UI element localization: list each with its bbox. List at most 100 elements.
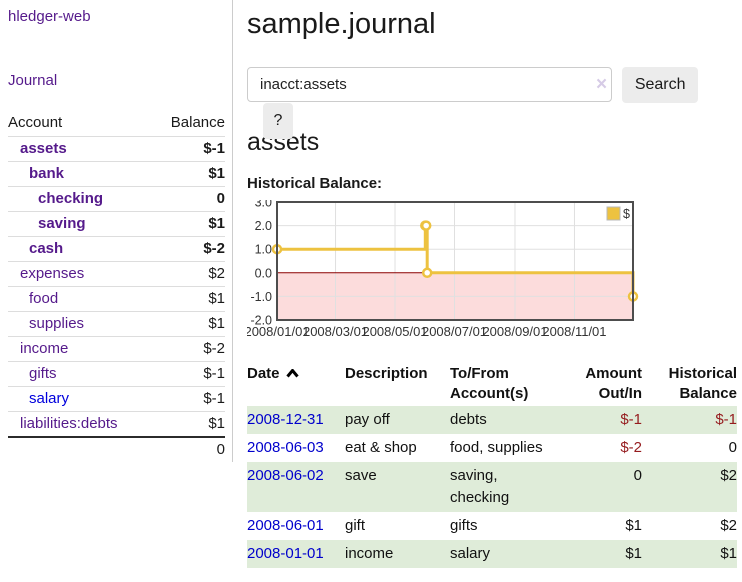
svg-text:2008/11/01: 2008/11/01 bbox=[542, 324, 606, 339]
transaction-date-link[interactable]: 2008-06-01 bbox=[247, 517, 324, 534]
sidebar-item-journal[interactable]: Journal bbox=[8, 72, 58, 89]
transaction-balance: $2 bbox=[642, 462, 737, 512]
transaction-amount: $-2 bbox=[620, 439, 642, 456]
svg-text:2008/01/01: 2008/01/01 bbox=[247, 324, 310, 339]
transaction-amount: 0 bbox=[562, 462, 642, 512]
account-balance: 0 bbox=[153, 186, 225, 212]
help-button[interactable]: ? bbox=[263, 103, 293, 139]
header-balance-line2: Balance bbox=[679, 385, 737, 402]
legend-swatch bbox=[606, 206, 621, 221]
transaction-amount: $1 bbox=[562, 540, 642, 568]
header-description-label: Description bbox=[345, 365, 428, 382]
transaction-accounts: gifts bbox=[450, 517, 478, 534]
svg-text:2008/03/01: 2008/03/01 bbox=[303, 324, 368, 339]
accounts-table: Account Balance assets $-1 bank $1 check… bbox=[8, 110, 225, 462]
account-link-salary[interactable]: salary bbox=[29, 390, 70, 407]
svg-text:2008/07/01: 2008/07/01 bbox=[422, 324, 487, 339]
account-row: supplies $1 bbox=[8, 311, 225, 337]
chart-title: Historical Balance: bbox=[247, 175, 383, 192]
account-page-title: assets bbox=[247, 128, 320, 156]
accounts-total-value: 0 bbox=[153, 436, 225, 462]
account-row: saving $1 bbox=[8, 211, 225, 237]
accounts-header-balance: Balance bbox=[170, 114, 225, 131]
svg-text:2008/09/01: 2008/09/01 bbox=[482, 324, 547, 339]
account-link-checking[interactable]: checking bbox=[38, 190, 104, 207]
chart-legend: $ bbox=[606, 206, 630, 221]
transaction-description: eat & shop bbox=[345, 439, 417, 456]
register-row: 2008-06-02 save saving, checking 0 $2 bbox=[247, 462, 737, 512]
svg-text:-1.0: -1.0 bbox=[250, 290, 272, 304]
register-table: Date Description To/From Account(s) Amoun… bbox=[247, 362, 737, 568]
account-row: food $1 bbox=[8, 286, 225, 312]
transaction-amount: $-1 bbox=[562, 406, 642, 434]
account-link-bank[interactable]: bank bbox=[29, 165, 65, 182]
register-header-description: Description bbox=[345, 362, 450, 406]
transaction-accounts: salary bbox=[450, 540, 562, 568]
transaction-date-link[interactable]: 2008-06-02 bbox=[247, 467, 324, 484]
account-link-expenses[interactable]: expenses bbox=[20, 265, 85, 282]
svg-text:2.0: 2.0 bbox=[255, 219, 272, 233]
main-content: sample.journal × Search ? assets Histori… bbox=[247, 0, 740, 568]
header-amount-line2: Out/In bbox=[598, 385, 642, 402]
legend-label: $ bbox=[623, 207, 630, 221]
header-accounts-line1: To/From bbox=[450, 365, 509, 382]
account-link-liabilities-debts[interactable]: liabilities:debts bbox=[20, 415, 118, 432]
historical-balance-chart: 3.0 2.0 1.0 0.0 -1.0 -2.0 2008/01/01 2008/03/0… bbox=[247, 200, 657, 344]
chart-y-axis-labels: 3.0 2.0 1.0 0.0 -1.0 -2.0 bbox=[250, 200, 272, 328]
balance-chart-svg: 3.0 2.0 1.0 0.0 -1.0 -2.0 2008/01/012008/03/0… bbox=[247, 200, 639, 339]
register-row: 2008-01-01 income salary $1 $1 bbox=[247, 540, 737, 568]
sort-ascending-icon bbox=[285, 364, 299, 384]
account-row: expenses $2 bbox=[8, 261, 225, 287]
accounts-header-account: Account bbox=[8, 114, 63, 131]
transaction-balance: $-1 bbox=[642, 406, 737, 434]
brand-link[interactable]: hledger-web bbox=[8, 8, 91, 25]
transaction-date-link[interactable]: 2008-06-03 bbox=[247, 439, 324, 456]
header-amount-line1: Amount bbox=[585, 365, 642, 382]
account-balance: $1 bbox=[153, 161, 225, 187]
transaction-date-link[interactable]: 2008-01-01 bbox=[247, 545, 324, 562]
accounts-header-row: Account Balance bbox=[8, 110, 225, 137]
register-row: 2008-06-03 eat & shop food, supplies $-2… bbox=[247, 434, 737, 462]
account-link-food[interactable]: food bbox=[29, 290, 59, 307]
account-link-gifts[interactable]: gifts bbox=[29, 365, 57, 382]
register-row: 2008-12-31 pay off debts $-1 $-1 bbox=[247, 406, 737, 434]
search-form: × Search ? bbox=[247, 67, 740, 139]
account-link-income[interactable]: income bbox=[20, 340, 69, 357]
accounts-total-row: 0 bbox=[8, 436, 225, 462]
register-header-date: Date bbox=[247, 362, 345, 406]
svg-text:3.0: 3.0 bbox=[255, 200, 272, 210]
clear-search-icon[interactable]: × bbox=[596, 74, 608, 95]
account-row: assets $-1 bbox=[8, 136, 225, 162]
transaction-date-link[interactable]: 2008-12-31 bbox=[247, 411, 324, 428]
account-link-supplies[interactable]: supplies bbox=[29, 315, 85, 332]
chart-series bbox=[271, 220, 639, 302]
search-input[interactable] bbox=[247, 67, 612, 102]
transaction-description: pay off bbox=[345, 406, 450, 434]
svg-text:1.0: 1.0 bbox=[255, 243, 272, 257]
register-header-row: Date Description To/From Account(s) Amoun… bbox=[247, 362, 737, 406]
svg-text:-2.0: -2.0 bbox=[250, 314, 272, 328]
transaction-accounts: food, supplies bbox=[450, 439, 543, 456]
register-row: 2008-06-01 gift gifts $1 $2 bbox=[247, 512, 737, 540]
account-row: salary $-1 bbox=[8, 386, 225, 412]
svg-text:0.0: 0.0 bbox=[255, 266, 272, 280]
search-button[interactable]: Search bbox=[622, 67, 699, 103]
register-header-accounts: To/From Account(s) bbox=[450, 362, 562, 406]
account-link-cash[interactable]: cash bbox=[29, 240, 64, 257]
account-row: checking 0 bbox=[8, 186, 225, 212]
account-row: liabilities:debts $1 bbox=[8, 411, 225, 437]
account-balance: $1 bbox=[153, 211, 225, 237]
account-balance: $-1 bbox=[153, 386, 225, 412]
page-title: sample.journal bbox=[247, 8, 436, 40]
account-balance: $1 bbox=[153, 411, 225, 437]
account-row: bank $1 bbox=[8, 161, 225, 187]
account-row: cash $-2 bbox=[8, 236, 225, 262]
chart-plot-border bbox=[276, 201, 634, 321]
header-balance-line1: Historical bbox=[668, 365, 737, 382]
account-link-saving[interactable]: saving bbox=[38, 215, 86, 232]
svg-text:2008/05/01: 2008/05/01 bbox=[362, 324, 427, 339]
account-row: gifts $-1 bbox=[8, 361, 225, 387]
account-balance: $-1 bbox=[153, 361, 225, 387]
account-link-assets[interactable]: assets bbox=[20, 140, 67, 157]
account-balance: $2 bbox=[153, 261, 225, 287]
